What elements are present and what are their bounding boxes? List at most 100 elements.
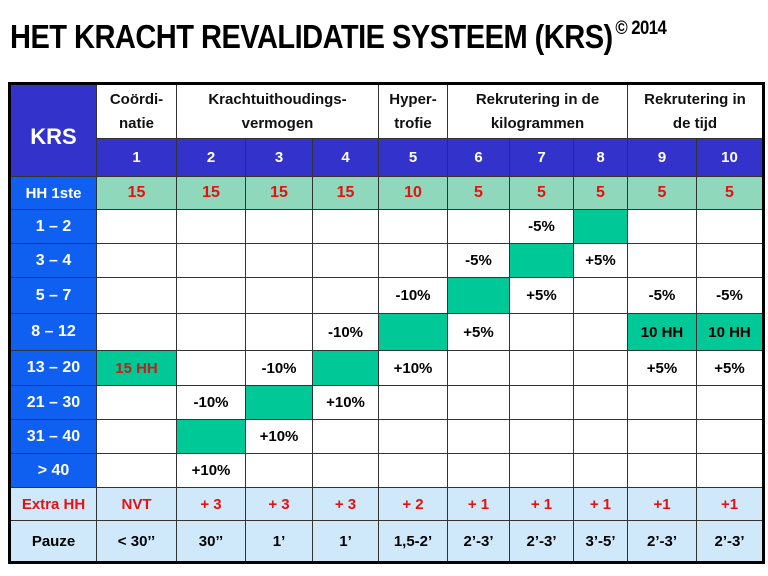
hh-first-value: 5 — [627, 176, 697, 210]
column-number: 3 — [245, 138, 313, 177]
extra-hh-value: + 1 — [573, 487, 628, 521]
row-label: 13 – 20 — [9, 350, 97, 386]
table-cell — [245, 277, 313, 314]
row-label: Pauze — [9, 520, 97, 563]
page-title: HET KRACHT REVALIDATIE SYSTEEM (KRS) © 20… — [10, 18, 679, 56]
corner-krs-label: KRS — [9, 83, 97, 177]
group-header-line1: Rekrutering in — [644, 90, 746, 108]
table-cell — [245, 453, 313, 488]
group-header-line1: Rekrutering in de — [475, 90, 600, 108]
table-cell: +10% — [378, 350, 448, 386]
table-cell — [573, 313, 628, 351]
pauze-value: 1,5-2’ — [378, 520, 448, 563]
table-cell — [509, 313, 574, 351]
hh-first-value: 10 — [378, 176, 448, 210]
table-cell — [96, 385, 177, 420]
extra-hh-value: + 3 — [312, 487, 379, 521]
pauze-value: 3’-5’ — [573, 520, 628, 563]
table-cell — [447, 209, 510, 244]
table-cell: -5% — [627, 277, 697, 314]
table-cell — [627, 453, 697, 488]
column-number: 1 — [96, 138, 177, 177]
range-row: 5 – 7 -10% +5% -5% -5% — [9, 277, 764, 314]
highlighted-cell: 10 HH — [627, 313, 697, 351]
range-row: 8 – 12 -10% +5% 10 HH 10 HH — [9, 313, 764, 351]
range-row: 21 – 30 -10% +10% — [9, 385, 764, 420]
table-cell — [573, 350, 628, 386]
table-cell — [378, 209, 448, 244]
group-header-line2: natie — [118, 114, 154, 132]
extra-hh-row: Extra HH NVT + 3 + 3 + 3 + 2 + 1 + 1 + 1… — [9, 487, 764, 521]
table-cell: +5% — [627, 350, 697, 386]
group-header-coordinatie: Coördi- natie — [96, 83, 177, 139]
hh-first-value: 15 — [312, 176, 379, 210]
table-cell — [176, 313, 246, 351]
table-cell — [312, 277, 379, 314]
hh-first-value: 5 — [573, 176, 628, 210]
group-header-rekrutering-kilogrammen: Rekrutering in de kilogrammen — [447, 83, 628, 139]
column-number: 10 — [696, 138, 764, 177]
table-cell: -5% — [447, 243, 510, 278]
table-cell: +5% — [573, 243, 628, 278]
table-cell — [96, 419, 177, 454]
highlighted-cell — [573, 209, 628, 244]
table-cell: +10% — [245, 419, 313, 454]
table-cell — [627, 243, 697, 278]
row-label: Extra HH — [9, 487, 97, 521]
table-cell — [696, 385, 764, 420]
table-cell — [378, 385, 448, 420]
highlighted-cell — [378, 313, 448, 351]
group-header-hypertrofie: Hyper- trofie — [378, 83, 448, 139]
row-label: > 40 — [9, 453, 97, 488]
table-cell — [627, 209, 697, 244]
table-cell: -10% — [245, 350, 313, 386]
table-cell — [378, 453, 448, 488]
range-row: 3 – 4 -5% +5% — [9, 243, 764, 278]
pauze-value: 2’-3’ — [627, 520, 697, 563]
highlighted-cell — [447, 277, 510, 314]
hh-first-value: 5 — [509, 176, 574, 210]
group-header-line2: de tijd — [672, 114, 718, 132]
column-number: 7 — [509, 138, 574, 177]
table-cell: -10% — [378, 277, 448, 314]
column-number: 4 — [312, 138, 379, 177]
hh-first-value: 5 — [696, 176, 764, 210]
range-rows: 1 – 2 -5% 3 – 4 -5% +5% 5 – 7 -10% +5% -5% -5% 8 –… — [9, 209, 764, 488]
column-number: 2 — [176, 138, 246, 177]
table-cell — [573, 385, 628, 420]
table-cell — [245, 313, 313, 351]
hh-first-value: 15 — [176, 176, 246, 210]
group-header-line1: Krachtuithoudings- — [208, 90, 347, 108]
table-cell — [312, 209, 379, 244]
table-cell — [96, 243, 177, 278]
table-cell — [96, 453, 177, 488]
table-cell — [378, 419, 448, 454]
row-label: HH 1ste — [9, 176, 97, 210]
extra-hh-value: + 3 — [176, 487, 246, 521]
copyright-notice: © 2014 — [615, 18, 667, 39]
table-cell — [312, 453, 379, 488]
extra-hh-value: + 2 — [378, 487, 448, 521]
table-cell — [447, 385, 510, 420]
group-header-line2: kilogrammen — [490, 114, 585, 132]
hh-first-value: 15 — [96, 176, 177, 210]
table-cell — [447, 453, 510, 488]
table-cell — [573, 419, 628, 454]
range-row: 1 – 2 -5% — [9, 209, 764, 244]
table-cell — [447, 419, 510, 454]
extra-hh-value: + 1 — [509, 487, 574, 521]
table-cell — [176, 350, 246, 386]
highlighted-cell — [245, 385, 313, 420]
hh-first-value: 5 — [447, 176, 510, 210]
table-cell: -5% — [509, 209, 574, 244]
group-header-line2: vermogen — [241, 114, 314, 132]
column-number: 9 — [627, 138, 697, 177]
group-header-row: KRS Coördi- natie Krachtuithoudings- ver… — [9, 83, 764, 177]
table-cell — [509, 350, 574, 386]
table-cell — [245, 243, 313, 278]
table-cell — [96, 209, 177, 244]
table-cell: +5% — [509, 277, 574, 314]
table-cell — [509, 385, 574, 420]
row-label: 8 – 12 — [9, 313, 97, 351]
table-cell — [509, 453, 574, 488]
